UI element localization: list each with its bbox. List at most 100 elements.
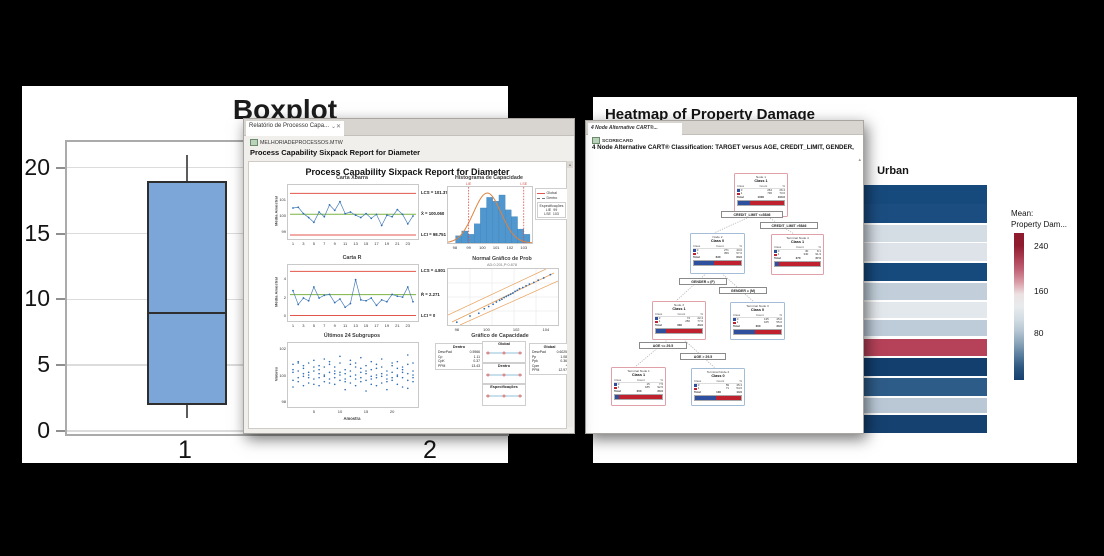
- y-tick-mark: [56, 166, 65, 169]
- total-pct: 37.0: [815, 255, 821, 260]
- node-class: Class 1: [754, 179, 768, 183]
- x-tick-label: 102: [512, 326, 520, 332]
- x-tick-label: 21: [395, 322, 400, 328]
- subgroups-ylabel: Valores: [273, 366, 279, 382]
- report-canvas: Process Capability Sixpack Report for Di…: [248, 161, 570, 429]
- stats-row: DesvPad 0.6025: [532, 350, 567, 355]
- subgroups-xlabel: Amostra: [343, 416, 361, 421]
- header-cell: Count: [759, 183, 768, 188]
- x-category-label-1: 1: [178, 436, 192, 464]
- class-swatch: [737, 192, 740, 196]
- stat-value: 1.08: [560, 354, 567, 359]
- class-cell: 1: [694, 386, 713, 391]
- stats-row: Cp 1.11: [438, 355, 480, 360]
- stat-name: PPM: [438, 363, 446, 368]
- rchart-ucl-label: LCS = 4.801: [421, 268, 446, 273]
- stat-value: 0.6025: [556, 350, 567, 354]
- y-tick-label: 99: [281, 228, 286, 234]
- sixpack-window: Relatório de Processo Capa... ✕ ⌄ MELHORIA…: [243, 118, 575, 434]
- node-id: Terminal Node 2: [706, 370, 730, 374]
- node-class-row: 1 256 77.6: [655, 319, 703, 324]
- node-class-row: 1 736 73.6: [737, 191, 785, 196]
- bar-class0: [775, 262, 779, 267]
- legend-dentro: Dentro: [546, 196, 558, 200]
- vertical-scrollbar[interactable]: ▲: [567, 161, 573, 427]
- node-total-row: Total 1000 100.0: [737, 195, 785, 200]
- capability-histogram: LIE LSE 98 99 100 101 102 103: [447, 182, 533, 250]
- bar-class0: [738, 201, 751, 206]
- total-label: Total: [614, 388, 621, 393]
- x-tick-label: 10: [337, 408, 343, 414]
- node-class: Class 1: [790, 240, 805, 244]
- legend-tick-160: 160: [1034, 286, 1049, 296]
- y-tick-label: 5: [37, 351, 50, 378]
- count-cell: 264: [767, 187, 773, 192]
- total-pct: 20.0: [657, 388, 663, 393]
- rchart-lcl-label: LCI = 0: [421, 312, 436, 318]
- dentro-line-swatch: [537, 197, 545, 199]
- total-count: 200: [636, 388, 642, 393]
- pct-cell: 8.1: [816, 248, 821, 253]
- xbar-mean-label: X̄ = 100.060: [421, 210, 445, 216]
- stat-value: 13.43: [471, 363, 481, 368]
- tree-node: Terminal Node 2 Class 0 Class Count% 0 59 45.4…: [691, 368, 745, 406]
- rchart-ylabel: Média Amostral: [273, 277, 279, 307]
- stats-row: Cpm *: [532, 364, 567, 369]
- cart-window-tab[interactable]: 4 Node Alternative CART®...: [588, 123, 682, 135]
- node-class-row: 1 359 57.0: [693, 251, 742, 256]
- stats-row: PPM 12.97: [532, 368, 567, 373]
- sixpack-heading: Process Capability Sixpack Report for Di…: [250, 148, 421, 157]
- class-swatch: [733, 321, 736, 325]
- tab-collapse-icon[interactable]: ⌄: [330, 124, 336, 130]
- count-cell: 30: [805, 248, 809, 253]
- xbar-lcl-label: LCI = 98.751: [421, 231, 446, 237]
- node-class: Class 0: [711, 374, 725, 378]
- bar-class1: [666, 329, 702, 334]
- spec-lie-label: LIE: [545, 207, 552, 212]
- x-tick-label: 98: [454, 326, 460, 332]
- histogram-svg: [448, 187, 532, 243]
- node-class-row: 0 15 7.5: [614, 382, 663, 387]
- pct-cell: 73.6: [779, 191, 785, 196]
- x-tick-label: 99: [466, 244, 471, 250]
- x-tick-label: 5: [312, 240, 315, 246]
- stat-name: Cpm: [532, 363, 540, 368]
- bar-class0: [734, 330, 756, 335]
- x-tick-label: 102: [506, 244, 514, 250]
- x-tick-label: 11: [343, 322, 348, 328]
- tab-close-icon[interactable]: ✕: [335, 124, 341, 130]
- x-tick-label: 7: [323, 322, 326, 328]
- subgroups-chart: 102 100 98 5 10 15 20: [279, 342, 419, 414]
- stats-box-title: Dentro: [452, 345, 466, 349]
- cart-tree: Node 1 Class 1 Class Count% 0 264 26.4 1 736 73.6…: [586, 121, 863, 433]
- scroll-up-icon[interactable]: ▲: [567, 161, 573, 168]
- x-tick-label: 13: [353, 240, 358, 246]
- x-tick-label: 23: [405, 240, 410, 246]
- y-tick-label: 98: [281, 399, 286, 405]
- node-id: Terminal Node 3: [746, 304, 769, 308]
- spec-lse-label: LSE: [544, 211, 551, 216]
- node-id: Node 2: [712, 235, 723, 239]
- count-cell: 359: [723, 251, 729, 256]
- scroll-up-icon[interactable]: ▴: [858, 157, 861, 163]
- spec-box: Especificações LIE 99 LSE 103: [537, 201, 566, 218]
- cart-worksheet-link[interactable]: SCORECARD: [592, 137, 633, 144]
- class-swatch: [655, 320, 658, 324]
- class-cell: 1: [614, 385, 634, 390]
- x-tick-label: 17: [374, 322, 379, 328]
- tree-node: Node 2 Class 0 Class Count% 0 271 43.0 1 359 57.0…: [690, 233, 745, 274]
- count-cell: 165: [763, 320, 769, 325]
- interval-plot-dentro: Dentro: [482, 362, 526, 384]
- sixpack-window-tab[interactable]: Relatório de Processo Capa... ✕ ⌄: [246, 121, 344, 136]
- spec-lie-value: 99: [553, 207, 558, 212]
- stat-value: 0.5966: [469, 350, 480, 354]
- node-id: Terminal Node 1: [627, 369, 650, 373]
- legend-title-line2: Property Dam...: [1011, 220, 1068, 229]
- y-tick-mark: [56, 232, 65, 235]
- header-cell: Count: [636, 377, 645, 382]
- class-swatch: [774, 249, 777, 253]
- sixpack-worksheet-link[interactable]: MELHORIADEPROCESSOS.MTW: [250, 139, 343, 146]
- total-pct: 13.0: [736, 389, 742, 394]
- header-cell: Count: [755, 312, 764, 317]
